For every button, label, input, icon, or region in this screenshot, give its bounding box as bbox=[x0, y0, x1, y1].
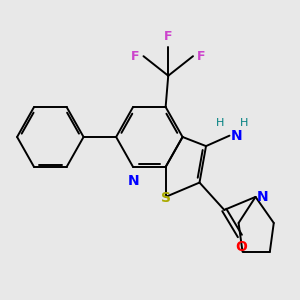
Text: N: N bbox=[127, 174, 139, 188]
Text: F: F bbox=[164, 30, 172, 43]
Text: F: F bbox=[197, 50, 206, 63]
Text: N: N bbox=[257, 190, 268, 204]
Text: N: N bbox=[231, 129, 242, 143]
Text: O: O bbox=[235, 240, 247, 254]
Text: H: H bbox=[216, 118, 224, 128]
Text: S: S bbox=[160, 191, 171, 205]
Text: F: F bbox=[131, 50, 140, 63]
Text: H: H bbox=[240, 118, 248, 128]
